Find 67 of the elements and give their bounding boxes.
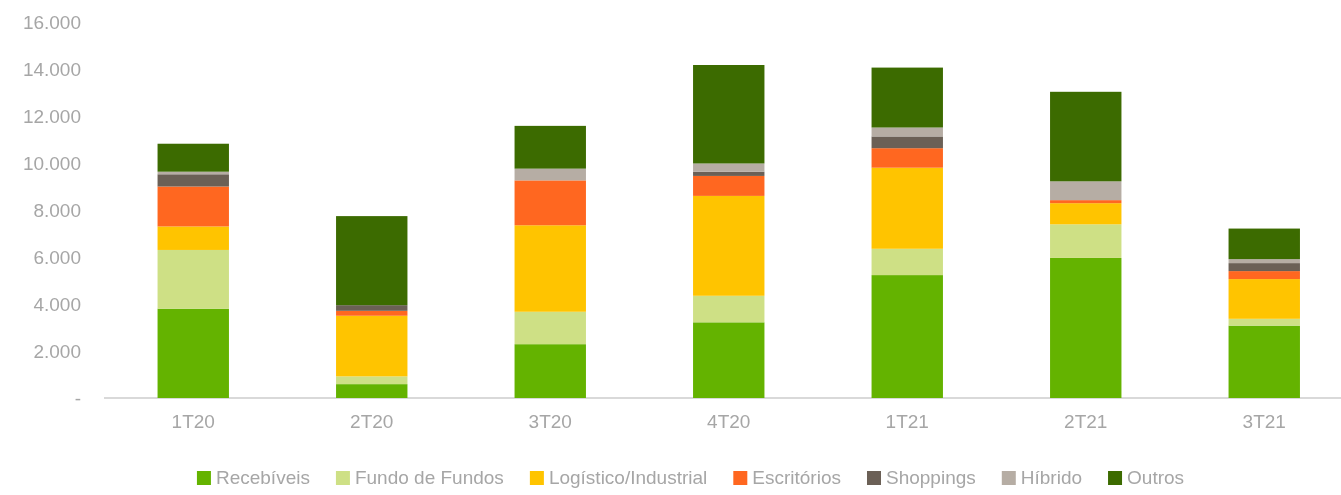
- y-tick-label: 6.000: [33, 246, 81, 268]
- bar: [871, 148, 943, 168]
- bar: [1228, 259, 1300, 264]
- y-tick-label: 10.000: [22, 152, 81, 174]
- bar: [514, 168, 586, 181]
- x-tick-label: 3T21: [1242, 410, 1286, 432]
- bar: [157, 308, 229, 398]
- bar: [336, 315, 408, 377]
- bar: [157, 186, 229, 227]
- bar: [871, 67, 943, 128]
- y-tick-label: -: [74, 387, 81, 409]
- bar: [1228, 318, 1300, 326]
- legend-label: Escritórios: [752, 467, 841, 488]
- legend-label: Logístico/Industrial: [548, 467, 708, 488]
- legend-label: Outros: [1127, 467, 1185, 488]
- bar: [514, 125, 586, 169]
- x-tick-label: 4T20: [707, 410, 751, 432]
- y-tick-label: 14.000: [22, 58, 81, 80]
- bar: [157, 249, 229, 309]
- bar: [1050, 181, 1122, 201]
- legend-label: Recebíveis: [215, 467, 310, 488]
- x-tick-label: 1T20: [171, 410, 215, 432]
- bar: [693, 65, 765, 164]
- bar: [336, 310, 408, 316]
- bar: [871, 248, 943, 276]
- y-tick-label: 16.000: [22, 11, 81, 33]
- bar: [871, 136, 943, 149]
- y-tick-label: 4.000: [33, 293, 81, 315]
- bar: [1050, 257, 1122, 398]
- x-tick-label: 2T21: [1064, 410, 1108, 432]
- bar: [336, 305, 408, 311]
- bar: [514, 180, 586, 226]
- bar: [1050, 224, 1122, 258]
- y-tick-label: 2.000: [33, 340, 81, 362]
- bar: [336, 384, 408, 398]
- bar: [1050, 200, 1122, 204]
- bar: [1228, 228, 1300, 260]
- legend-label: Fundo de Fundos: [354, 467, 504, 488]
- legend-label: Híbrido: [1020, 467, 1083, 488]
- bar: [871, 167, 943, 249]
- bar: [1228, 263, 1300, 272]
- bar: [1050, 91, 1122, 182]
- bar: [1050, 203, 1122, 225]
- bar: [693, 171, 765, 176]
- x-tick-label: 2T20: [350, 410, 394, 432]
- bar: [693, 175, 765, 196]
- legend-label: Shoppings: [885, 467, 976, 488]
- bar: [1228, 325, 1300, 398]
- bar: [157, 174, 229, 187]
- bar: [514, 344, 586, 398]
- x-tick-label: 1T21: [885, 410, 929, 432]
- bar: [693, 195, 765, 296]
- bar: [514, 311, 586, 345]
- bar: [1228, 279, 1300, 319]
- bar: [336, 216, 408, 306]
- bar: [1228, 271, 1300, 280]
- bar: [693, 163, 765, 172]
- bar: [336, 376, 408, 385]
- bar: [693, 322, 765, 398]
- bar: [157, 226, 229, 250]
- bar: [871, 275, 943, 398]
- bar: [693, 295, 765, 323]
- y-tick-label: 8.000: [33, 199, 81, 221]
- x-tick-label: 3T20: [528, 410, 572, 432]
- bar: [157, 143, 229, 172]
- bar: [514, 225, 586, 312]
- y-tick-label: 12.000: [22, 105, 81, 127]
